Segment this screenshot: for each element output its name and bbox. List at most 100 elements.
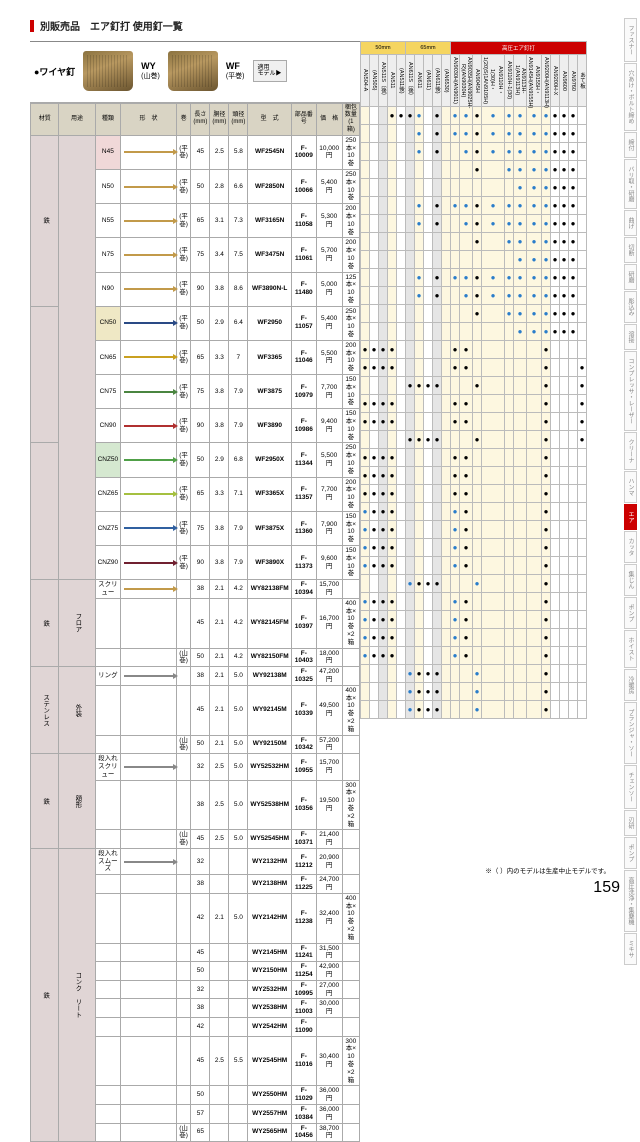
side-tab[interactable]: バリ取・研磨 — [624, 159, 637, 209]
matrix-cell: ● — [514, 233, 527, 251]
matrix-cell — [514, 701, 527, 719]
len-cell: 45 — [191, 1036, 210, 1086]
side-tab[interactable]: カッタ — [624, 531, 637, 563]
compat-dot: ● — [544, 561, 549, 570]
type-cell-empty — [95, 980, 121, 999]
side-tab[interactable]: ポンプ — [624, 837, 637, 869]
matrix-cell: ● — [578, 377, 587, 395]
wind-cell: (平巻) — [176, 204, 191, 238]
matrix-cell: ● — [560, 287, 569, 305]
matrix-cell: ● — [451, 269, 460, 287]
compat-dot: ● — [363, 543, 368, 552]
matrix-cell — [424, 557, 433, 575]
head-cell: 4.2 — [229, 580, 248, 599]
len-cell: 42 — [191, 893, 210, 943]
side-tab[interactable]: ハンマ — [624, 471, 637, 503]
head-cell: 5.0 — [229, 780, 248, 830]
compat-dot: ● — [464, 471, 469, 480]
side-tab[interactable]: エア — [624, 504, 637, 530]
type-cell: CN90 — [95, 409, 121, 443]
matrix-cell: ● — [560, 251, 569, 269]
matrix-cell — [388, 683, 397, 701]
matrix-cell — [578, 269, 587, 287]
side-tab[interactable]: プランジャ・ソー — [624, 702, 637, 764]
matrix-cell: ● — [451, 467, 460, 485]
matrix-cell — [361, 179, 370, 197]
matrix-cell — [388, 179, 397, 197]
pack-cell — [342, 1105, 359, 1124]
side-tab[interactable]: ファスナー — [624, 18, 637, 62]
matrix-cell — [482, 683, 505, 701]
side-tab[interactable]: 切断 — [624, 237, 637, 263]
matrix-cell — [578, 539, 587, 557]
side-tab[interactable]: 集じん — [624, 564, 637, 596]
side-tab[interactable]: ポンプ — [624, 597, 637, 629]
wind-cell: (平巻) — [176, 409, 191, 443]
side-tab[interactable]: ミキサ — [624, 933, 637, 965]
compat-dot: ● — [363, 615, 368, 624]
matrix-cell — [460, 161, 473, 179]
matrix-cell — [527, 341, 542, 359]
matrix-col-header: AN511S（後） — [379, 55, 388, 107]
side-tab[interactable]: クリーナ — [624, 432, 637, 470]
side-tab[interactable]: 曲げ — [624, 210, 637, 236]
wind-cell: (平巻) — [176, 375, 191, 409]
model-cell: WY82150FM — [248, 648, 292, 667]
matrix-cell — [473, 449, 482, 467]
model-cell: WF3890N-L — [248, 272, 292, 306]
matrix-cell: ● — [569, 215, 578, 233]
matrix-cell: ● — [433, 575, 442, 593]
dia-cell: 2.5 — [210, 830, 229, 849]
matrix-cell: ● — [415, 377, 424, 395]
matrix-cell — [527, 647, 542, 665]
price-cell: 30,400円 — [316, 1036, 342, 1086]
compat-dot: ● — [417, 219, 422, 228]
side-tab[interactable]: 彫込み — [624, 291, 637, 323]
side-tab[interactable]: コンプレッサ・レーザー — [624, 351, 637, 431]
matrix-cell — [370, 197, 379, 215]
side-tab[interactable]: チェンソー — [624, 765, 637, 809]
matrix-cell — [505, 593, 514, 611]
compat-dot: ● — [435, 147, 440, 156]
matrix-cell: ● — [388, 593, 397, 611]
matrix-cell — [397, 143, 406, 161]
matrix-cell: ● — [370, 629, 379, 647]
shape-cell — [121, 1105, 177, 1124]
matrix-cell — [578, 485, 587, 503]
matrix-cell: ● — [542, 359, 551, 377]
coil-1 — [83, 51, 133, 91]
matrix-cell — [473, 611, 482, 629]
side-tab[interactable]: 締付 — [624, 132, 637, 158]
matrix-cell — [569, 629, 578, 647]
matrix-cell — [527, 503, 542, 521]
side-tab[interactable]: 刃研 — [624, 810, 637, 836]
side-tab[interactable]: 溶接 — [624, 324, 637, 350]
matrix-cell: ● — [433, 215, 442, 233]
compat-dot: ● — [363, 651, 368, 660]
matrix-cell: ● — [527, 179, 542, 197]
matrix-cell — [424, 611, 433, 629]
matrix-cell — [388, 233, 397, 251]
matrix-cell — [433, 449, 442, 467]
compat-dot: ● — [532, 327, 537, 336]
side-tab[interactable]: 穴あけ・ボルト締め — [624, 63, 637, 131]
wind-cell — [176, 1086, 191, 1105]
part-cell: F-11061 — [292, 238, 317, 272]
side-tab[interactable]: 冷暖房 — [624, 669, 637, 701]
wind-cell — [176, 1018, 191, 1037]
pack-cell: 250本× 10巻 — [342, 169, 359, 203]
compat-dot: ● — [544, 237, 549, 246]
matrix-cell: ● — [542, 323, 551, 341]
side-tab[interactable]: ホイスト — [624, 630, 637, 668]
side-tab[interactable]: 高圧洗浄・集塵機 — [624, 870, 637, 932]
spec-row: 鉄額形段入れ スクリュー322.55.0WY52532HMF-1095515,7… — [31, 754, 360, 780]
dia-cell: 3.8 — [210, 272, 229, 306]
side-tab[interactable]: 研磨 — [624, 264, 637, 290]
compat-dot: ● — [390, 111, 395, 120]
len-cell: 65 — [191, 340, 210, 374]
head-cell: 6.4 — [229, 306, 248, 340]
part-cell: F-11016 — [292, 1036, 317, 1086]
compat-dot: ● — [464, 363, 469, 372]
matrix-cell — [406, 323, 415, 341]
dia-cell: 2.5 — [210, 135, 229, 169]
